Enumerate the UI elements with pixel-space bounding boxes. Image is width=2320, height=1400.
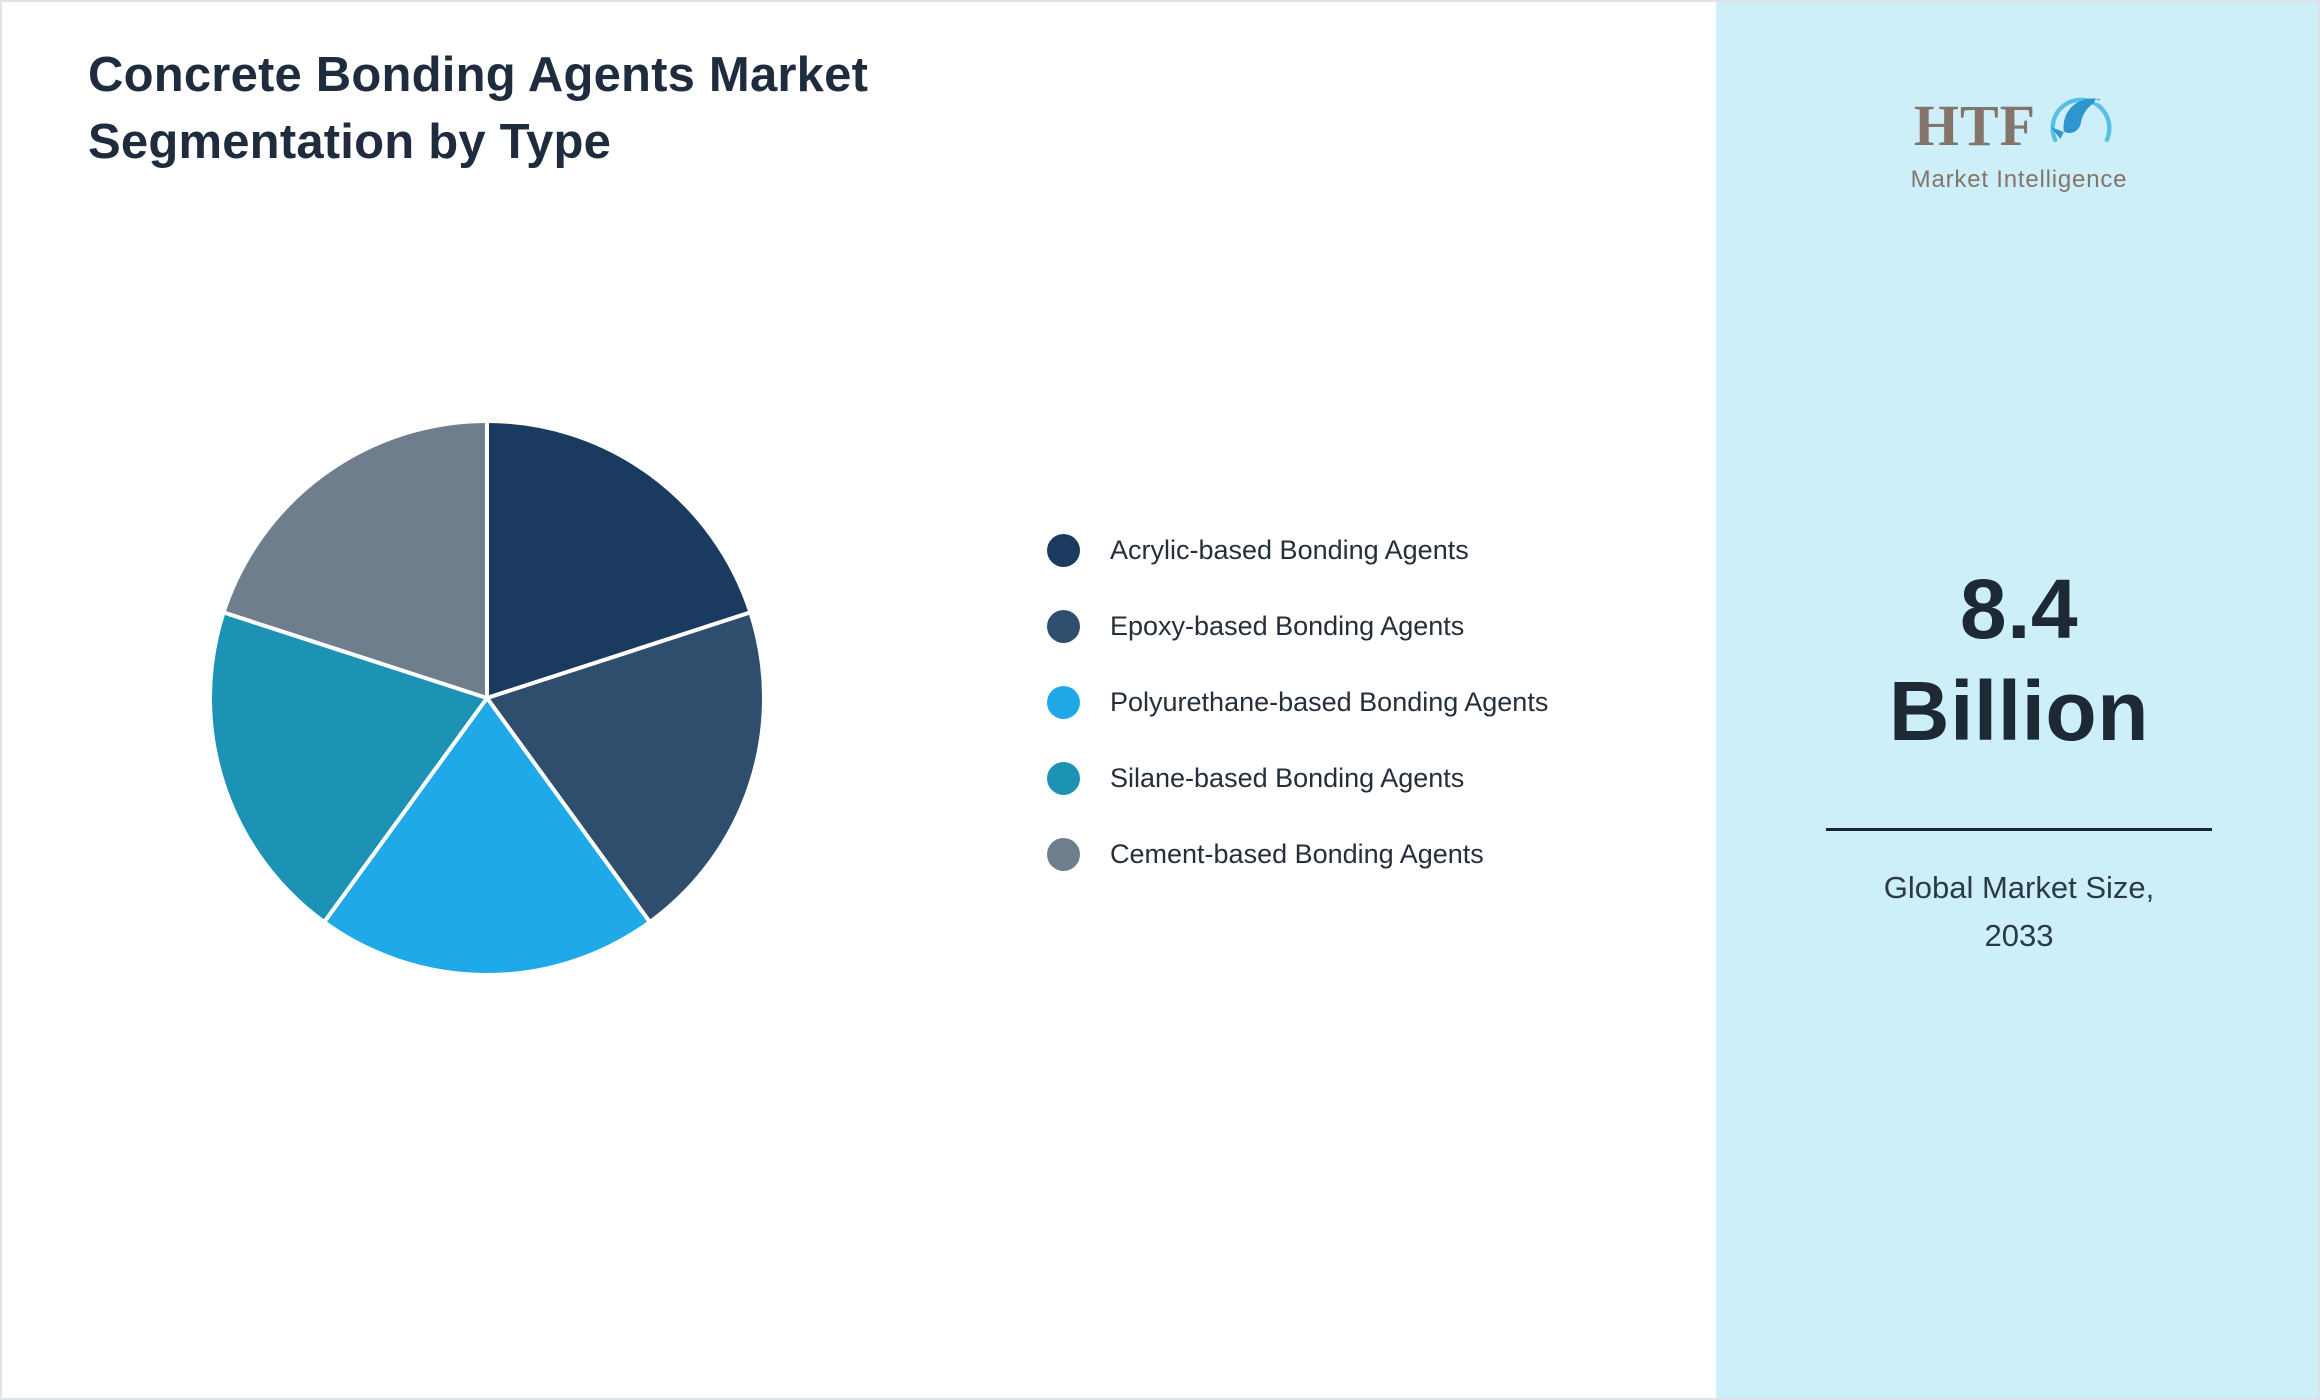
dolphin-logo-icon <box>2050 97 2112 143</box>
pie-slice-5 <box>221 419 489 700</box>
divider-line <box>1826 828 2212 831</box>
pie-chart-svg <box>208 419 766 978</box>
chart-legend: Acrylic-based Bonding Agents Epoxy-based … <box>1047 528 1548 908</box>
legend-label: Acrylic-based Bonding Agents <box>1110 534 1469 565</box>
pie-chart <box>187 398 787 998</box>
legend-dot-icon <box>1047 609 1080 643</box>
pie-slice-3 <box>322 696 652 978</box>
legend-label: Cement-based Bonding Agents <box>1110 838 1484 869</box>
legend-item: Cement-based Bonding Agents <box>1047 832 1548 876</box>
legend-label: Epoxy-based Bonding Agents <box>1110 610 1465 641</box>
legend-dot-icon <box>1047 837 1080 871</box>
pie-slice-2 <box>485 610 766 925</box>
side-panel: HTF Market Intelligence 8.4 Billion Glob… <box>1716 2 2318 1398</box>
market-size-unit: Billion <box>1888 664 2150 759</box>
market-size-number: 8.4 <box>1959 562 2079 656</box>
brand-logo: HTF Market Intelligence <box>1716 86 2318 194</box>
legend-label: Polyurethane-based Bonding Agents <box>1110 686 1549 717</box>
legend-item: Polyurethane-based Bonding Agents <box>1047 680 1548 724</box>
title-line-2: Segmentation by Type <box>88 114 612 169</box>
logo-row: HTF <box>1716 86 2318 164</box>
market-size-value: 8.4 Billion <box>1716 558 2318 763</box>
legend-item: Silane-based Bonding Agents <box>1047 756 1548 800</box>
caption-line-2: 2033 <box>1984 918 2054 954</box>
legend-dot-icon <box>1047 761 1080 795</box>
logo-text: HTF <box>1913 92 2037 158</box>
page-title: Concrete Bonding Agents Market Segmentat… <box>88 42 868 175</box>
title-line-1: Concrete Bonding Agents Market <box>88 48 869 102</box>
legend-label: Silane-based Bonding Agents <box>1110 762 1465 793</box>
legend-item: Acrylic-based Bonding Agents <box>1047 528 1548 572</box>
legend-item: Epoxy-based Bonding Agents <box>1047 604 1548 648</box>
pie-slice-4 <box>208 610 489 925</box>
legend-dot-icon <box>1047 533 1080 567</box>
logo-tagline: Market Intelligence <box>1910 166 2128 193</box>
caption-line-1: Global Market Size, <box>1883 870 2155 905</box>
chart-area: Concrete Bonding Agents Market Segmentat… <box>2 2 1716 1398</box>
pie-slice-1 <box>485 419 753 700</box>
legend-dot-icon <box>1047 685 1080 719</box>
market-size-caption: Global Market Size, 2033 <box>1716 864 2318 960</box>
